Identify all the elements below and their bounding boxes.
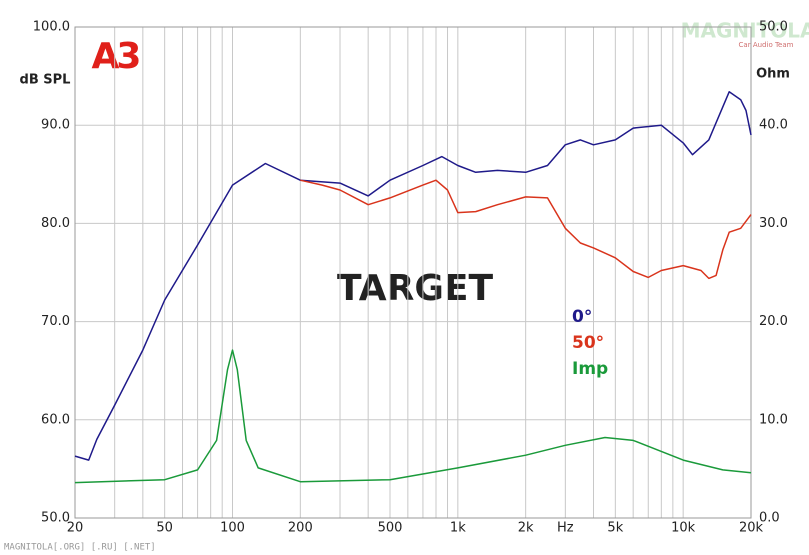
y2-tick-label: 50.0 <box>759 20 788 35</box>
y-axis-label: dB SPL <box>20 73 71 88</box>
x-tick-label: 20 <box>67 521 84 536</box>
legend-label: 50° <box>572 333 604 353</box>
x-tick-label: 100 <box>220 521 245 536</box>
x-tick-label: 10k <box>671 521 696 536</box>
y-tick-label: 60.0 <box>41 412 70 427</box>
x-tick-label: 20k <box>739 521 764 536</box>
plot-frame <box>74 26 752 519</box>
y-tick-label: 70.0 <box>41 314 70 329</box>
series-line <box>74 91 752 461</box>
series-line <box>74 349 752 484</box>
x-tick-label: 500 <box>378 521 403 536</box>
logo: A3 <box>92 36 140 77</box>
y2-tick-label: 40.0 <box>759 118 788 133</box>
legend-label: 0° <box>572 307 592 327</box>
chart-title: TARGET <box>337 268 493 309</box>
y2-tick-label: 0.0 <box>759 511 780 526</box>
y2-tick-label: 20.0 <box>759 314 788 329</box>
y-tick-label: 90.0 <box>41 118 70 133</box>
x-axis-label: Hz <box>557 521 574 536</box>
y2-tick-label: 10.0 <box>759 412 788 427</box>
x-tick-label: 50 <box>156 521 173 536</box>
series-line <box>300 179 752 280</box>
footer: MAGNITOLA[.ORG] [.RU] [.NET] <box>4 543 156 553</box>
y2-tick-label: 30.0 <box>759 216 788 231</box>
y-tick-label: 50.0 <box>41 511 70 526</box>
y2-axis-label: Ohm <box>756 67 790 82</box>
x-tick-label: 2k <box>518 521 534 536</box>
y-tick-label: 100.0 <box>33 20 70 35</box>
x-tick-label: 1k <box>450 521 466 536</box>
y-tick-label: 80.0 <box>41 216 70 231</box>
x-tick-label: 5k <box>607 521 623 536</box>
x-tick-label: 200 <box>288 521 313 536</box>
legend-label: Imp <box>572 359 608 379</box>
watermark: MAGNITOLA <box>681 19 809 43</box>
watermark-sub: Car Audio Team <box>739 41 794 49</box>
